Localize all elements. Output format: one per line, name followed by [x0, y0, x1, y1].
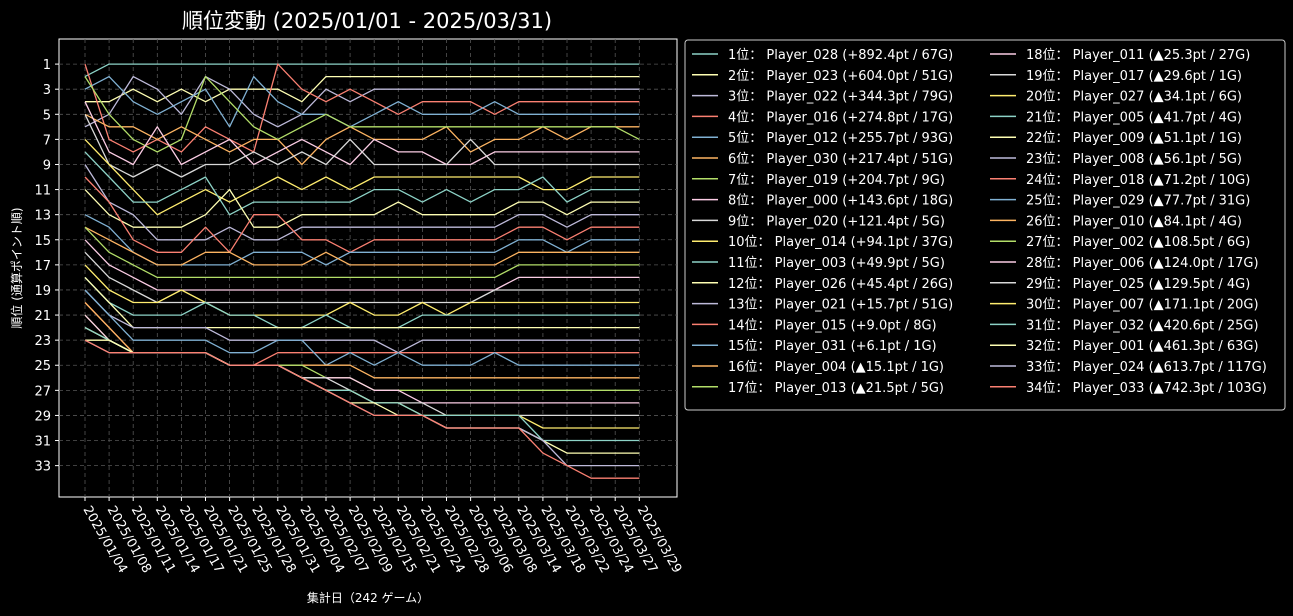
y-tick-label: 31 [34, 435, 51, 450]
legend-entry: 12位： Player_026 (+45.4pt / 26G) [728, 277, 953, 292]
y-tick-label: 29 [34, 409, 51, 424]
series-line-1 [84, 63, 640, 78]
legend-entry: 25位： Player_029 (▲77.7pt / 31G) [1026, 194, 1250, 209]
legend-entry: 22位： Player_009 (▲51.1pt / 1G) [1026, 131, 1242, 146]
legend-entry: 27位： Player_002 (▲108.5pt / 6G) [1026, 235, 1250, 250]
legend-entry: 2位： Player_023 (+604.0pt / 51G) [728, 69, 953, 84]
legend-entry: 14位： Player_015 (+9.0pt / 8G) [728, 318, 937, 333]
series-line-12 [84, 188, 640, 228]
y-tick-label: 7 [43, 133, 51, 148]
legend-entry: 26位： Player_010 (▲84.1pt / 4G) [1026, 214, 1242, 229]
y-tick-label: 11 [34, 184, 51, 199]
series-line-20 [84, 264, 640, 316]
series-lines [84, 63, 640, 479]
y-tick-label: 15 [34, 234, 51, 249]
legend-box [684, 39, 1286, 411]
legend-entry: 30位： Player_007 (▲171.1pt / 20G) [1026, 298, 1259, 313]
legend-entry: 7位： Player_019 (+204.7pt / 9G) [728, 173, 945, 188]
y-tick-label: 1 [43, 58, 51, 73]
legend-entry: 32位： Player_001 (▲461.3pt / 63G) [1026, 339, 1259, 354]
series-line-19 [84, 251, 640, 304]
legend-entry: 33位： Player_024 (▲613.7pt / 117G) [1026, 360, 1267, 375]
legend-entry: 1位： Player_028 (+892.4pt / 67G) [728, 48, 953, 63]
legend-entry: 24位： Player_018 (▲71.2pt / 10G) [1026, 173, 1250, 188]
legend-entry: 34位： Player_033 (▲742.3pt / 103G) [1026, 381, 1267, 396]
series-line-18 [84, 239, 640, 291]
legend-entry: 3位： Player_022 (+344.3pt / 79G) [728, 90, 953, 105]
y-tick-label: 21 [34, 309, 51, 324]
y-tick-label: 19 [34, 284, 51, 299]
legend-entry: 4位： Player_016 (+274.8pt / 17G) [728, 110, 953, 125]
legend-entry: 5位： Player_012 (+255.7pt / 93G) [728, 131, 953, 146]
legend-entry: 18位： Player_011 (▲25.3pt / 27G) [1026, 48, 1250, 63]
legend-entry: 17位： Player_013 (▲21.5pt / 5G) [728, 381, 944, 396]
y-tick-label: 23 [34, 334, 51, 349]
legend-entry: 15位： Player_031 (+6.1pt / 1G) [728, 339, 937, 354]
series-line-10 [84, 138, 640, 216]
series-line-34 [84, 339, 640, 479]
legend-entry: 28位： Player_006 (▲124.0pt / 17G) [1026, 256, 1259, 271]
series-line-5 [84, 75, 640, 128]
legend-entry: 16位： Player_004 (▲15.1pt / 1G) [728, 360, 944, 375]
series-line-16 [84, 226, 640, 266]
y-tick-label: 13 [34, 209, 51, 224]
legend-entry: 23位： Player_008 (▲56.1pt / 5G) [1026, 152, 1242, 167]
x-axis-label: 集計日（242 ゲーム） [307, 590, 429, 605]
legend: 1位： Player_028 (+892.4pt / 67G) 2位： Playe… [684, 39, 1286, 411]
y-axis-label: 順位 (通算ポイント順) [9, 207, 24, 328]
y-tick-label: 5 [43, 108, 51, 123]
series-line-11 [84, 151, 640, 216]
legend-entry: 21位： Player_005 (▲41.7pt / 4G) [1026, 110, 1242, 125]
legend-entry: 9位： Player_020 (+121.4pt / 5G) [728, 214, 945, 229]
y-tick-label: 33 [34, 460, 51, 475]
series-line-14 [84, 176, 640, 253]
plot-area [58, 38, 678, 498]
y-tick-label: 9 [43, 158, 51, 173]
series-line-9 [84, 114, 640, 178]
legend-entry: 13位： Player_021 (+15.7pt / 51G) [728, 298, 953, 313]
y-tick-label: 17 [34, 259, 51, 274]
legend-entry: 11位： Player_003 (+49.9pt / 5G) [728, 256, 945, 271]
series-line-4 [84, 63, 640, 153]
y-tick-label: 3 [43, 83, 51, 98]
legend-entry: 10位： Player_014 (+94.1pt / 37G) [728, 235, 953, 250]
legend-entry: 29位： Player_025 (▲129.5pt / 4G) [1026, 277, 1250, 292]
y-tick-label: 27 [34, 384, 51, 399]
chart-title: 順位変動 (2025/01/01 - 2025/03/31) [182, 9, 552, 33]
series-line-23 [84, 289, 640, 354]
series-line-25 [84, 289, 640, 366]
legend-entry: 20位： Player_027 (▲34.1pt / 6G) [1026, 90, 1242, 105]
legend-entry: 6位： Player_030 (+217.4pt / 51G) [728, 152, 953, 167]
series-line-2 [85, 75, 640, 103]
series-line-7 [84, 75, 640, 153]
series-line-6 [84, 113, 640, 166]
y-tick-label: 25 [34, 359, 51, 374]
legend-entry: 31位： Player_032 (▲420.6pt / 25G) [1026, 318, 1259, 333]
x-axis-ticks: 2025/01/042025/01/082025/01/112025/01/14… [80, 497, 684, 576]
series-line-17 [84, 226, 640, 279]
legend-entry: 19位： Player_017 (▲29.6pt / 1G) [1026, 69, 1242, 84]
legend-entry: 8位： Player_000 (+143.6pt / 18G) [728, 194, 953, 209]
series-line-13 [84, 164, 640, 241]
